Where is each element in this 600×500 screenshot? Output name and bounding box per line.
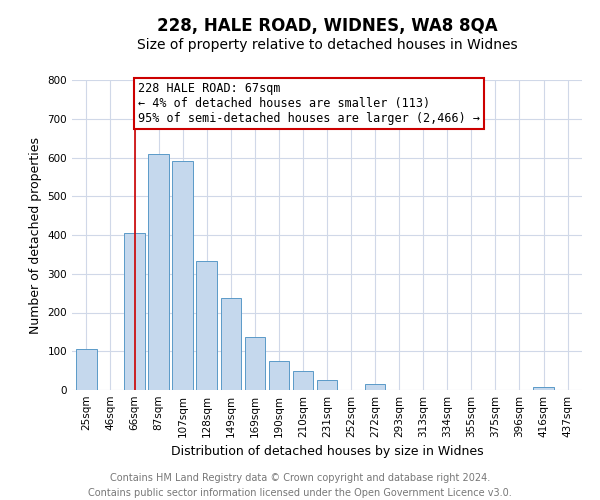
Bar	[245, 338, 265, 390]
X-axis label: Distribution of detached houses by size in Widnes: Distribution of detached houses by size …	[170, 446, 484, 458]
Bar	[365, 384, 385, 390]
Bar	[196, 261, 217, 390]
Bar	[124, 233, 145, 390]
Bar	[76, 350, 97, 390]
Bar	[269, 360, 289, 390]
Bar	[317, 380, 337, 390]
Bar	[533, 387, 554, 390]
Text: 228, HALE ROAD, WIDNES, WA8 8QA: 228, HALE ROAD, WIDNES, WA8 8QA	[157, 18, 497, 36]
Bar	[148, 154, 169, 390]
Bar	[172, 162, 193, 390]
Y-axis label: Number of detached properties: Number of detached properties	[29, 136, 42, 334]
Text: Size of property relative to detached houses in Widnes: Size of property relative to detached ho…	[137, 38, 517, 52]
Text: Contains HM Land Registry data © Crown copyright and database right 2024.
Contai: Contains HM Land Registry data © Crown c…	[88, 472, 512, 498]
Text: 228 HALE ROAD: 67sqm
← 4% of detached houses are smaller (113)
95% of semi-detac: 228 HALE ROAD: 67sqm ← 4% of detached ho…	[138, 82, 480, 125]
Bar	[221, 298, 241, 390]
Bar	[293, 371, 313, 390]
